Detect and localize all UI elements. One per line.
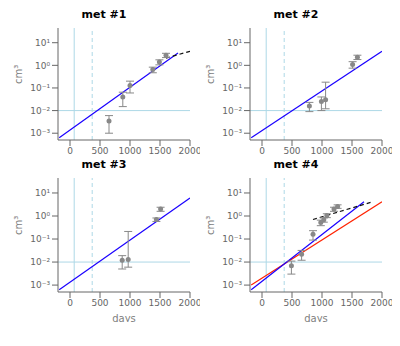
svg-text:0: 0 — [259, 298, 265, 308]
svg-text:10¹: 10¹ — [35, 188, 50, 198]
svg-text:10⁻³: 10⁻³ — [222, 128, 242, 138]
svg-text:10⁻¹: 10⁻¹ — [30, 234, 50, 244]
svg-text:10⁰: 10⁰ — [227, 61, 242, 71]
svg-text:10⁻³: 10⁻³ — [222, 280, 242, 290]
svg-text:1000: 1000 — [119, 146, 142, 156]
svg-text:1000: 1000 — [311, 146, 334, 156]
svg-text:10⁻²: 10⁻² — [222, 106, 242, 116]
svg-text:1500: 1500 — [341, 146, 364, 156]
svg-text:days: days — [112, 313, 136, 322]
svg-text:10⁻¹: 10⁻¹ — [222, 234, 242, 244]
svg-text:cm³: cm³ — [13, 65, 24, 84]
svg-text:500: 500 — [283, 146, 300, 156]
svg-text:10⁻¹: 10⁻¹ — [30, 83, 50, 93]
svg-text:1500: 1500 — [149, 298, 172, 308]
svg-text:500: 500 — [283, 298, 300, 308]
svg-text:10⁻²: 10⁻² — [222, 257, 242, 267]
svg-text:2000: 2000 — [179, 146, 200, 156]
svg-text:0: 0 — [67, 146, 73, 156]
svg-text:2000: 2000 — [179, 298, 200, 308]
svg-text:cm³: cm³ — [205, 65, 216, 84]
svg-text:10⁻³: 10⁻³ — [30, 280, 50, 290]
svg-text:10⁰: 10⁰ — [227, 211, 242, 221]
svg-text:1000: 1000 — [311, 298, 334, 308]
svg-text:days: days — [304, 313, 328, 322]
svg-text:1500: 1500 — [149, 146, 172, 156]
svg-text:10⁻³: 10⁻³ — [30, 128, 50, 138]
svg-text:cm³: cm³ — [205, 216, 216, 235]
svg-text:10⁻²: 10⁻² — [30, 106, 50, 116]
svg-text:1000: 1000 — [119, 298, 142, 308]
svg-text:0: 0 — [67, 298, 73, 308]
html-text:met #1: met #1 — [81, 8, 127, 21]
svg-text:10⁰: 10⁰ — [35, 61, 50, 71]
svg-text:10⁻²: 10⁻² — [30, 257, 50, 267]
svg-text:10⁰: 10⁰ — [35, 211, 50, 221]
html-text:met #4: met #4 — [273, 158, 319, 171]
html-text:met #3: met #3 — [81, 158, 127, 171]
svg-text:10¹: 10¹ — [227, 38, 242, 48]
svg-text:10¹: 10¹ — [35, 38, 50, 48]
html-text:met #2: met #2 — [273, 8, 319, 21]
svg-text:1500: 1500 — [341, 298, 364, 308]
svg-text:500: 500 — [91, 146, 108, 156]
svg-text:2000: 2000 — [371, 298, 392, 308]
svg-text:500: 500 — [91, 298, 108, 308]
svg-text:0: 0 — [259, 146, 265, 156]
svg-text:2000: 2000 — [371, 146, 392, 156]
svg-text:10¹: 10¹ — [227, 188, 242, 198]
svg-text:cm³: cm³ — [13, 216, 24, 235]
svg-text:10⁻¹: 10⁻¹ — [222, 83, 242, 93]
